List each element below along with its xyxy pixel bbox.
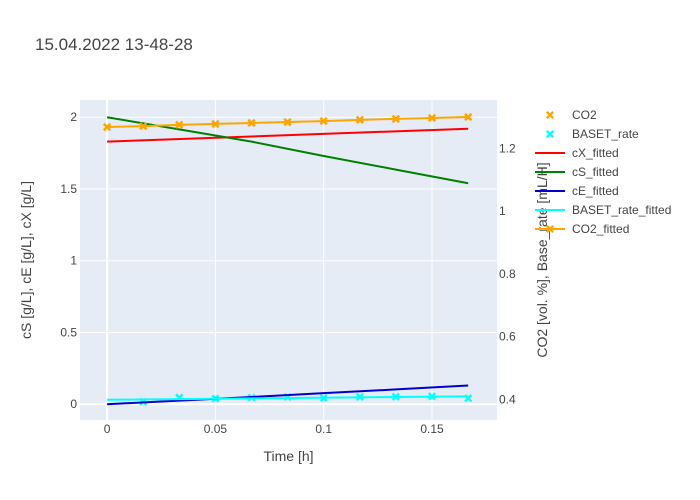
cs-fitted-line bbox=[106, 116, 469, 185]
y-tick-label: 2 bbox=[70, 110, 77, 124]
co2-fitted-point bbox=[103, 123, 112, 132]
series-ce-fitted bbox=[107, 384, 469, 406]
legend-label: cX_fitted bbox=[572, 146, 619, 160]
traces bbox=[103, 112, 473, 406]
legend-item-cx-fitted[interactable]: cX_fitted bbox=[535, 146, 619, 160]
legend-item-baset-rate[interactable]: BASET_rate bbox=[545, 127, 639, 141]
series-cx-fitted bbox=[107, 127, 469, 143]
legend-item-baset-rate-fitted[interactable]: BASET_rate_fitted bbox=[535, 203, 671, 217]
y-tick-label: 0.5 bbox=[60, 325, 77, 339]
legend-item-ce-fitted[interactable]: cE_fitted bbox=[535, 184, 619, 198]
x-tick-label: 0 bbox=[104, 422, 111, 436]
legend-label: BASET_rate bbox=[572, 127, 639, 141]
y2-tick-label: 0.8 bbox=[499, 267, 516, 281]
co2-fitted-point bbox=[355, 115, 364, 124]
co2-fitted-point bbox=[391, 114, 400, 123]
chart-title: 15.04.2022 13-48-28 bbox=[35, 35, 193, 54]
y2-tick-label: 1.2 bbox=[499, 141, 516, 155]
legend-item-co2-fitted[interactable]: CO2_fitted bbox=[535, 222, 629, 236]
y-tick-label: 1.5 bbox=[60, 182, 77, 196]
y2-axis-title: CO2 [vol. %], Base_rate [mL/H] bbox=[534, 162, 550, 357]
legend-item-cs-fitted[interactable]: cS_fitted bbox=[535, 165, 619, 179]
series-baset-rate-fitted bbox=[107, 395, 469, 401]
x-axis-ticks: 0 0.05 0.1 0.15 bbox=[104, 422, 444, 436]
legend-label: cE_fitted bbox=[572, 184, 619, 198]
y2-tick-label: 1 bbox=[499, 204, 506, 218]
y2-tick-label: 0.4 bbox=[499, 392, 516, 406]
legend-label: BASET_rate_fitted bbox=[572, 203, 671, 217]
y-tick-label: 1 bbox=[70, 254, 77, 268]
co2-fitted-point bbox=[464, 112, 473, 122]
co2-fitted-point bbox=[283, 117, 292, 127]
gridlines bbox=[80, 100, 497, 420]
y-axis-ticks: 0 0.5 1 1.5 2 bbox=[60, 110, 77, 411]
legend-label: cS_fitted bbox=[572, 165, 619, 179]
y2-axis-ticks: 0.4 0.6 0.8 1 1.2 bbox=[499, 141, 516, 406]
y2-tick-label: 0.6 bbox=[499, 330, 516, 344]
y-tick-label: 0 bbox=[70, 397, 77, 411]
x-tick-label: 0.05 bbox=[204, 422, 228, 436]
x-tick-label: 0.1 bbox=[315, 422, 332, 436]
legend-item-co2[interactable]: CO2 bbox=[545, 108, 597, 122]
series-cs-fitted bbox=[106, 116, 469, 185]
ce-fitted-line bbox=[107, 384, 469, 406]
legend-marker bbox=[545, 224, 555, 234]
x-axis-title: Time [h] bbox=[263, 448, 313, 464]
legend-marker bbox=[545, 110, 555, 120]
co2-fitted-point bbox=[319, 117, 328, 126]
co2-fitted-point bbox=[427, 113, 437, 123]
co2-fitted-point bbox=[175, 120, 184, 129]
co2-fitted-point bbox=[211, 119, 220, 128]
legend-label: CO2_fitted bbox=[572, 222, 629, 236]
co2-fitted-point bbox=[247, 118, 256, 128]
series-co2-fitted bbox=[103, 112, 473, 132]
legend[interactable]: CO2 BASET_rate cX_fitted cS_fitted cE_fitted… bbox=[535, 108, 671, 236]
co2-fitted-point bbox=[139, 122, 148, 131]
cx-fitted-line bbox=[107, 127, 469, 143]
y-axis-title: cS [g/L], cE [g/L], cX [g/L] bbox=[18, 181, 34, 339]
x-tick-label: 0.15 bbox=[420, 422, 444, 436]
baset-rate-fitted-line bbox=[107, 395, 469, 401]
plot-area bbox=[80, 100, 497, 420]
legend-marker bbox=[545, 129, 555, 139]
legend-label: CO2 bbox=[572, 108, 597, 122]
